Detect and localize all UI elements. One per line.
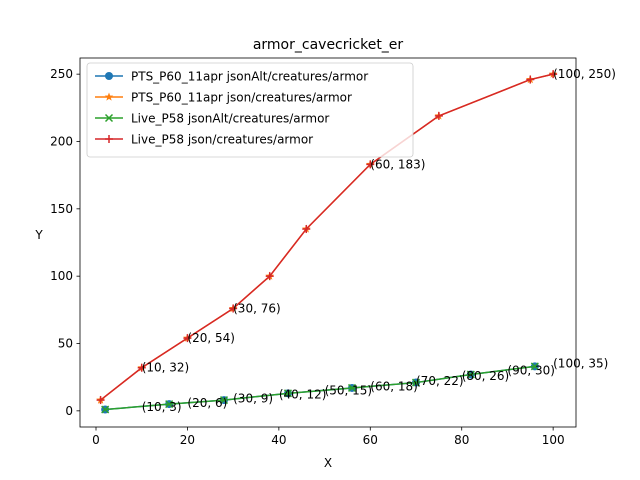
marker-x-b	[283, 389, 293, 398]
x-tick-label: 60	[363, 433, 378, 447]
data-point-3-1	[137, 363, 146, 372]
series-line-2	[105, 365, 535, 411]
legend-marker	[105, 72, 113, 80]
legend-marker	[104, 92, 114, 101]
legend-box	[86, 62, 414, 158]
chart-title: armor_cavecricket_er	[253, 37, 404, 53]
data-point-2-5	[411, 378, 421, 387]
x-tick-label: 80	[454, 433, 469, 447]
legend-item-3: Live_P58 json/creatures/armor	[95, 133, 313, 147]
x-axis-label: X	[324, 456, 332, 470]
marker-x-b	[104, 113, 114, 123]
legend-label: PTS_P60_11apr json/creatures/armor	[131, 91, 352, 105]
annotation-label: (100, 35)	[553, 357, 608, 371]
plot-area: (10, 32) (20, 54) (30, 76) (60, 183) (100, 2…	[50, 57, 616, 447]
y-tick-label: 0	[65, 404, 73, 418]
annotation-label: (20, 54)	[187, 331, 235, 345]
marker-circle	[105, 72, 113, 80]
data-point-3-3	[229, 304, 238, 313]
data-point-2-7	[530, 362, 539, 371]
marker-star	[104, 92, 114, 101]
data-point-3-7	[434, 111, 443, 120]
y-tick-label: 200	[50, 134, 73, 148]
legend-item-1: PTS_P60_11apr json/creatures/armor	[95, 91, 352, 105]
data-point-3-4	[265, 272, 274, 281]
marker-x-b	[411, 378, 421, 387]
data-point-2-3	[283, 389, 293, 398]
data-point-3-6	[366, 160, 375, 169]
legend-label: Live_P58 json/creatures/armor	[131, 133, 313, 147]
series-line-3	[100, 73, 554, 401]
axes-frame	[79, 57, 577, 428]
marker-x-b	[101, 405, 110, 414]
data-point-3-9	[549, 70, 558, 79]
marker-x-b	[347, 383, 357, 392]
x-tick-label: 20	[180, 433, 195, 447]
y-tick-label: 100	[50, 269, 73, 283]
legend-label: PTS_P60_11apr jsonAlt/creatures/armor	[131, 70, 368, 84]
legend-item-2: Live_P58 jsonAlt/creatures/armor	[95, 112, 329, 126]
x-tick-label: 0	[92, 433, 100, 447]
data-point-2-1	[165, 400, 174, 409]
x-tick-label: 100	[542, 433, 565, 447]
data-point-2-6	[466, 370, 475, 379]
y-axis-label: Y	[34, 228, 43, 242]
annotation-label: (80, 26)	[462, 369, 510, 383]
legend-item-0: PTS_P60_11apr jsonAlt/creatures/armor	[95, 70, 368, 84]
legend-marker	[104, 113, 114, 123]
data-point-2-4	[347, 383, 357, 392]
annotation-label: (30, 76)	[233, 301, 281, 315]
annotation-label: (60, 183)	[370, 157, 425, 171]
y-tick-label: 50	[58, 337, 73, 351]
annotation-label: (60, 18)	[370, 380, 418, 394]
data-point-3-0	[96, 396, 105, 405]
annotation-label: (10, 3)	[142, 400, 182, 414]
annotation-label: (20, 6)	[187, 396, 227, 410]
annotation-label: (40, 12)	[279, 388, 327, 402]
data-point-3-8	[526, 75, 535, 84]
y-tick-label: 250	[50, 67, 73, 81]
marker-x-b	[530, 362, 539, 371]
annotation-label: (70, 22)	[416, 374, 464, 388]
marker-x-b	[219, 396, 229, 405]
legend-label: Live_P58 jsonAlt/creatures/armor	[131, 112, 329, 126]
annotation-label: (90, 30)	[507, 363, 555, 377]
data-point-2-2	[219, 396, 229, 405]
x-tick-label: 40	[271, 433, 286, 447]
annotation-label: (30, 9)	[233, 392, 273, 406]
data-point-2-0	[101, 405, 110, 414]
y-tick-label: 150	[50, 202, 73, 216]
marker-x-b	[165, 400, 174, 409]
annotation-label: (50, 15)	[325, 384, 373, 398]
data-point-3-5	[302, 225, 311, 234]
annotation-label: (100, 250)	[553, 67, 616, 81]
legend-marker	[105, 135, 113, 143]
marker-x-b	[466, 370, 475, 379]
annotation-label: (10, 32)	[142, 361, 190, 375]
data-point-3-2	[183, 334, 192, 343]
legend: PTS_P60_11apr jsonAlt/creatures/armor PTS…	[86, 62, 414, 158]
